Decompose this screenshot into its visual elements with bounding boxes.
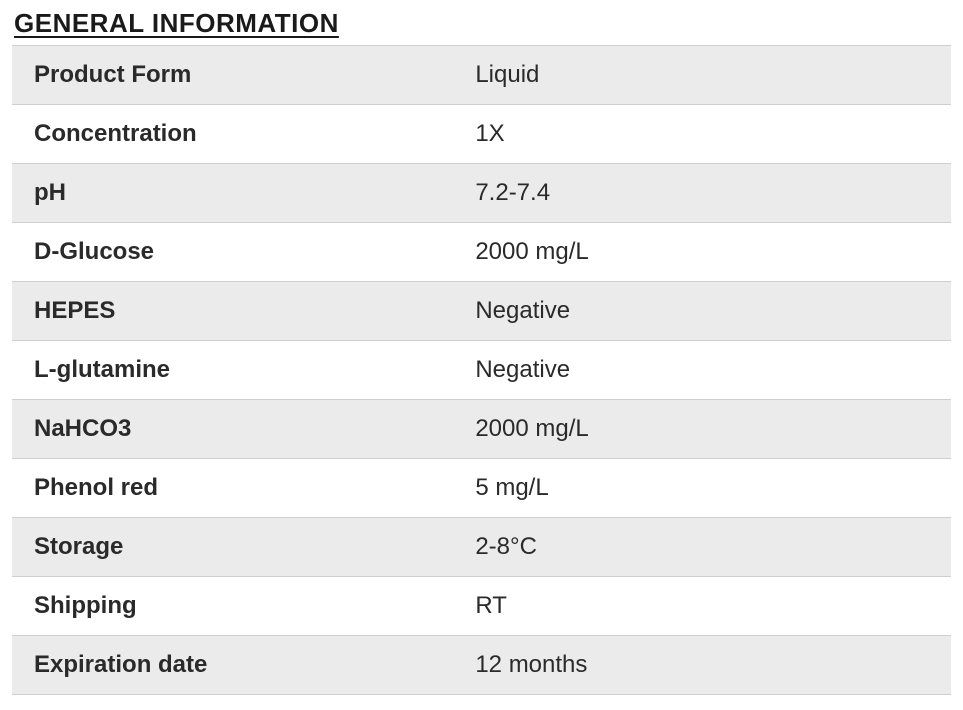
table-row: Phenol red 5 mg/L	[12, 459, 951, 518]
row-value: 7.2-7.4	[453, 164, 951, 223]
section-title: GENERAL INFORMATION	[12, 8, 951, 39]
row-label: Storage	[12, 518, 453, 577]
row-label: pH	[12, 164, 453, 223]
row-value: 2000 mg/L	[453, 223, 951, 282]
row-label: NaHCO3	[12, 400, 453, 459]
row-label: Shipping	[12, 577, 453, 636]
table-row: Expiration date 12 months	[12, 636, 951, 695]
row-value: Negative	[453, 282, 951, 341]
row-label: Phenol red	[12, 459, 453, 518]
row-label: Concentration	[12, 105, 453, 164]
row-label: Expiration date	[12, 636, 453, 695]
row-value: Liquid	[453, 46, 951, 105]
table-row: Concentration 1X	[12, 105, 951, 164]
row-value: Negative	[453, 341, 951, 400]
table-row: HEPES Negative	[12, 282, 951, 341]
row-value: 12 months	[453, 636, 951, 695]
row-value: 5 mg/L	[453, 459, 951, 518]
row-label: L-glutamine	[12, 341, 453, 400]
row-label: D-Glucose	[12, 223, 453, 282]
table-row: L-glutamine Negative	[12, 341, 951, 400]
table-row: Shipping RT	[12, 577, 951, 636]
table-row: pH 7.2-7.4	[12, 164, 951, 223]
row-value: RT	[453, 577, 951, 636]
table-row: NaHCO3 2000 mg/L	[12, 400, 951, 459]
row-value: 2000 mg/L	[453, 400, 951, 459]
row-value: 1X	[453, 105, 951, 164]
row-value: 2-8°C	[453, 518, 951, 577]
row-label: Product Form	[12, 46, 453, 105]
table-row: D-Glucose 2000 mg/L	[12, 223, 951, 282]
row-label: HEPES	[12, 282, 453, 341]
general-information-table: Product Form Liquid Concentration 1X pH …	[12, 45, 951, 695]
table-row: Product Form Liquid	[12, 46, 951, 105]
table-row: Storage 2-8°C	[12, 518, 951, 577]
